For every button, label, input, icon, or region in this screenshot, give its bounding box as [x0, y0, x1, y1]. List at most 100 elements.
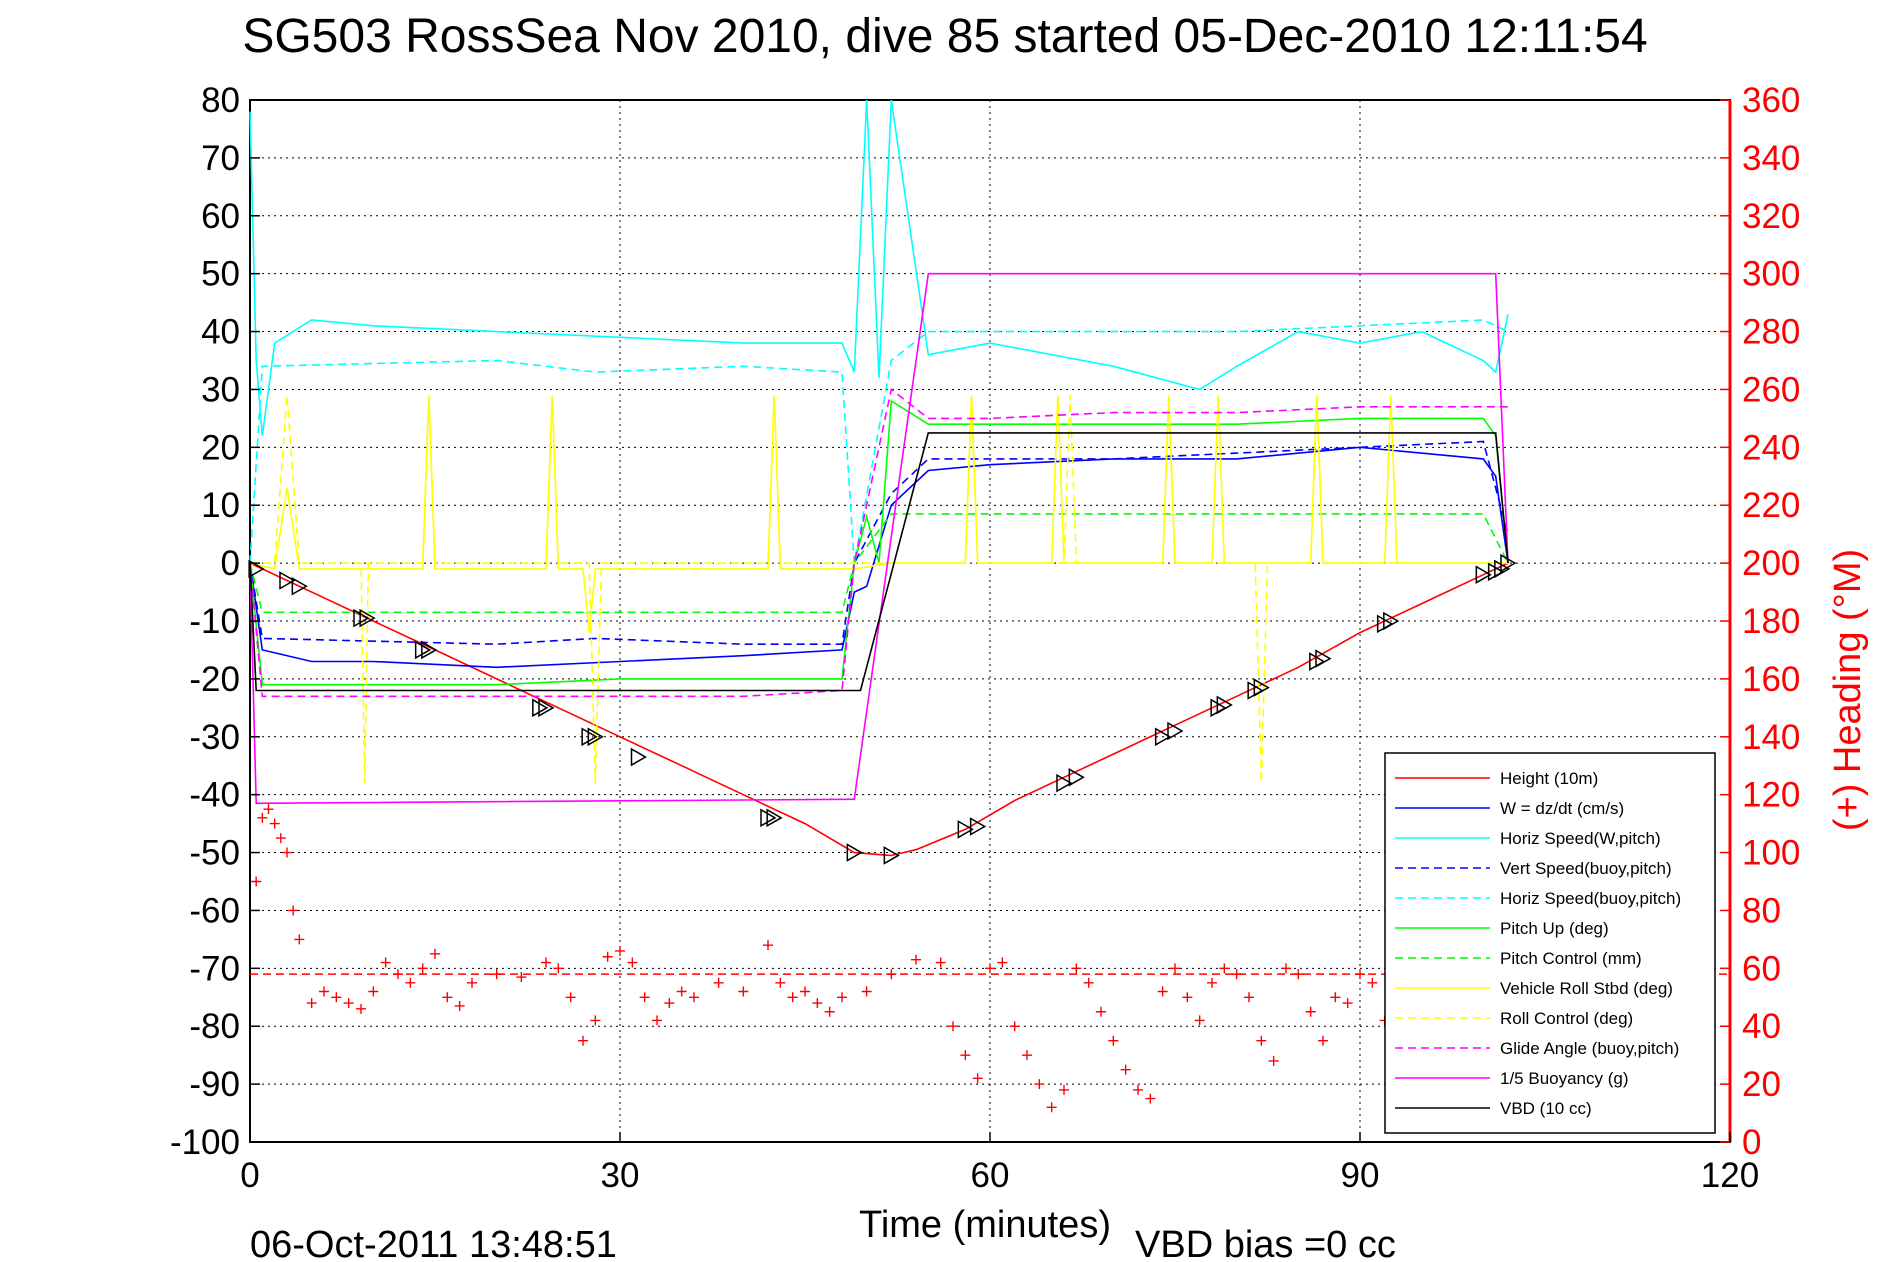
heading-point — [467, 977, 477, 988]
marker-triangle — [1315, 649, 1332, 668]
heading-point — [516, 972, 527, 983]
marker-triangle — [279, 571, 296, 590]
y2-tick-label: 320 — [1742, 197, 1800, 236]
y2-tick-label: 60 — [1742, 949, 1781, 988]
y2-tick-label: 20 — [1742, 1065, 1781, 1104]
heading-point — [1071, 963, 1082, 974]
marker-triangle — [1216, 695, 1233, 715]
y2-tick-label: 220 — [1742, 486, 1800, 525]
heading-point — [553, 963, 564, 974]
y-tick-label: 10 — [201, 486, 240, 525]
series-layer — [249, 99, 1509, 857]
heading-point — [1355, 969, 1365, 980]
heading-point — [1305, 1006, 1316, 1017]
heading-point — [541, 957, 551, 968]
x-axis: 0 30 60 90 120 — [240, 1132, 1759, 1195]
heading-point — [1330, 992, 1341, 1003]
heading-point — [652, 1015, 662, 1026]
heading-layer — [250, 804, 1730, 1113]
heading-point — [1281, 963, 1291, 974]
legend-label-10: 1/5 Buoyancy (g) — [1500, 1069, 1629, 1088]
heading-point — [442, 992, 453, 1003]
marker-triangle — [760, 808, 777, 828]
heading-point — [1059, 1084, 1069, 1095]
y2-tick-label: 260 — [1742, 370, 1800, 409]
heading-point — [578, 1035, 588, 1046]
legend-label-11: VBD (10 cc) — [1500, 1099, 1592, 1118]
marker-triangle — [1500, 553, 1517, 573]
marker-triangle — [587, 727, 604, 747]
heading-point — [1170, 963, 1180, 974]
marker-triangle — [1068, 768, 1085, 787]
legend-label-8: Roll Control (deg) — [1500, 1009, 1633, 1028]
y-tick-label: -50 — [189, 834, 240, 873]
legend-label-5: Pitch Up (deg) — [1500, 919, 1609, 938]
heading-point — [380, 957, 391, 968]
x-tick-label: 60 — [971, 1156, 1010, 1195]
legend: Height (10m) W = dz/dt (cm/s) Horiz Speed(… — [1384, 752, 1716, 1134]
marker-triangle — [414, 640, 432, 660]
y2-tick-label: 340 — [1742, 139, 1800, 178]
footer-timestamp: 06-Oct-2011 13:48:51 — [250, 1224, 617, 1262]
heading-point — [1120, 1064, 1131, 1075]
marker-triangle — [957, 820, 974, 839]
y-tick-label: 60 — [201, 197, 240, 236]
heading-point — [269, 818, 280, 829]
y2-tick-label: 180 — [1742, 602, 1800, 641]
heading-point — [935, 957, 946, 968]
heading-point — [639, 992, 650, 1003]
marker-triangle — [581, 727, 598, 747]
heading-point — [1342, 998, 1353, 1009]
heading-point — [288, 905, 299, 916]
heading-point — [1219, 963, 1230, 974]
series-line-4 — [249, 319, 1509, 564]
y-right-axis-label: (+) Heading (°M) — [1827, 549, 1869, 831]
series-line-8 — [250, 395, 1508, 784]
legend-label-4: Horiz Speed(buoy,pitch) — [1500, 889, 1681, 908]
y-tick-label: -100 — [170, 1123, 240, 1162]
heading-point — [356, 1003, 366, 1014]
y-tick-label: -70 — [189, 949, 240, 988]
marker-triangle — [1383, 611, 1400, 631]
series-line-7 — [249, 395, 1508, 633]
heading-point — [1231, 969, 1242, 980]
heading-point — [775, 977, 786, 988]
heading-point — [1318, 1035, 1328, 1046]
x-tick-label: 0 — [240, 1156, 259, 1195]
x-axis-label: Time (minutes) — [859, 1204, 1111, 1246]
heading-point — [275, 833, 286, 844]
marker-triangle — [353, 608, 370, 628]
heading-point — [417, 963, 428, 974]
legend-label-1: W = dz/dt (cm/s) — [1500, 799, 1624, 818]
heading-point — [1022, 1050, 1032, 1061]
y2-tick-label: 240 — [1742, 428, 1800, 467]
y-tick-label: 80 — [201, 81, 240, 120]
y-tick-label: 70 — [201, 139, 240, 178]
marker-triangle — [883, 846, 900, 865]
y-tick-label: -20 — [189, 660, 240, 699]
y-tick-label: -10 — [189, 602, 240, 641]
heading-point — [1182, 992, 1193, 1003]
heading-point — [713, 977, 724, 988]
marker-triangle — [630, 747, 648, 767]
heading-point — [1256, 1035, 1267, 1046]
heading-point — [282, 847, 292, 858]
y-tick-label: -90 — [189, 1065, 240, 1104]
x-tick-label: 90 — [1341, 1156, 1380, 1195]
heading-point — [257, 812, 268, 823]
heading-point — [960, 1050, 971, 1061]
marker-triangle — [421, 640, 438, 660]
heading-point — [1083, 977, 1094, 988]
heading-point — [1034, 1079, 1045, 1090]
heading-point — [812, 998, 823, 1009]
heading-point — [602, 951, 613, 962]
heading-point — [393, 969, 403, 980]
y-right-axis: 0 20 40 60 80 100 120 140 160 180 200 220 240 260 280 3… — [1720, 81, 1800, 1162]
heading-point — [1244, 992, 1254, 1003]
series-line-3 — [249, 440, 1509, 646]
y2-tick-label: 120 — [1742, 776, 1800, 815]
heading-point — [263, 804, 274, 815]
heading-point — [1157, 986, 1168, 997]
heading-point — [787, 992, 798, 1003]
